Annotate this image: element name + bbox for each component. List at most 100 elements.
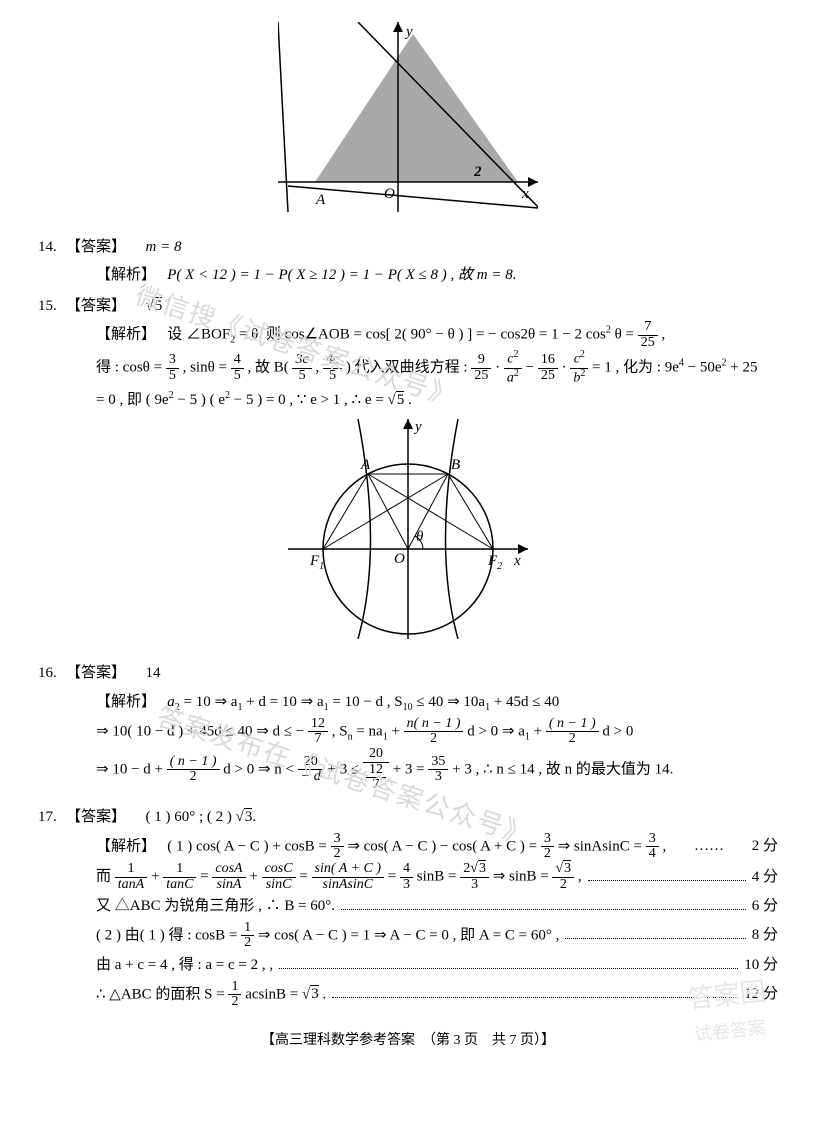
q15-text: − 5 ) = 0 , ∵ e > 1 , ∴ e = [234,392,388,408]
q17-text: 而 [96,869,115,885]
figure2-hyperbola-right [446,419,459,639]
q17-text: ⇒ sinAsinC = [558,838,646,854]
q15-frac1: 725 [638,320,658,350]
q14-answer-row: 14. 【答案】 m = 8 [38,233,778,262]
q17-text: ( 1 ) cos( A − C ) + cosB = [167,838,330,854]
q15-text: − 50e [688,360,722,376]
q15-text: = θ, 则 cos∠AOB = cos[ 2( 90° − θ ) ] = −… [239,327,606,343]
q15-text: 设 ∠BOF [167,327,230,343]
q14-answer-tag: 【答案】 [66,233,126,262]
q16-text: d > 0 ⇒ a [467,723,525,739]
q17-f10: 2√33 [460,862,489,892]
q15-text: − 5 ) ( e [177,392,225,408]
q16-answer-row: 16. 【答案】 14 [38,659,778,688]
figure2-chord [323,474,448,549]
q15-frac6: 925 [471,353,491,383]
q16-text: + d = 10 ⇒ a [246,694,323,710]
q17-l3: 又 △ABC 为锐角三角形 , ∴ B = 60°. 6 分 [96,892,778,921]
q17-answer: ( 1 ) 60° ; ( 2 ) √3. [146,803,257,832]
q16-fracA: 127 [308,717,328,747]
q15-text: , sinθ = [183,360,231,376]
q16-text: + [534,723,546,739]
q16-solution-tag: 【解析】 [96,694,156,710]
q14-solution-text: P( X < 12 ) = 1 − P( X ≥ 12 ) = 1 − P( X… [167,267,516,283]
q15-frac9: c2b2 [570,350,588,386]
q15-answer: √5 [146,292,163,321]
figure2-label-F2: F2 [487,553,502,572]
q17-l1: 【解析】 ( 1 ) cos( A − C ) + cosB = 32 ⇒ co… [96,832,778,862]
figure1-shaded-triangle [315,34,518,182]
q17-f1: 32 [331,832,344,862]
q15-number: 15. [38,292,60,321]
figure1-label-O: O [384,186,395,202]
q17-f12: 12 [241,921,254,951]
q15-frac4: 3c5 [292,353,311,383]
q15-solution-l1: 【解析】 设 ∠BOF2 = θ, 则 cos∠AOB = cos[ 2( 90… [96,320,778,350]
q17-answer-row: 17. 【答案】 ( 1 ) 60° ; ( 2 ) √3. [38,803,778,832]
q15-text: θ = [615,327,638,343]
q16-text: a [167,694,175,710]
q17-sqrt: 3 [310,985,319,1002]
q15-text: − [526,360,538,376]
figure2-label-A: A [360,457,371,473]
q17-text: . [323,986,327,1002]
q17-text: sinB = [417,869,460,885]
q17-f9: 43 [400,862,413,892]
q16-number: 16. [38,659,60,688]
q14-solution-tag: 【解析】 [96,267,156,283]
q16-text: ≤ 40 ⇒ 10a [416,694,485,710]
q17-text: = [299,869,311,885]
figure1-x-arrow [528,177,538,187]
q17-text: ⇒ cos( A − C ) = 1 ⇒ A − C = 0 , 即 A = C… [258,927,560,943]
q15-solution-l2: 得 : cosθ = 35 , sinθ = 45 , 故 B( 3c5 , 4… [96,350,778,386]
q17-score-6: 12 分 [744,980,778,1009]
q16-text: + 3 ≤ [327,761,362,777]
q17-f13: 12 [228,980,241,1010]
q17-text: ⇒ cos( A − C ) − cos( A + C ) = [347,838,541,854]
q16-answer-tag: 【答案】 [66,659,126,688]
q15-solution-tag: 【解析】 [96,327,156,343]
q17-text: = [200,869,212,885]
q16-fracD: ( n − 1 )2 [167,755,220,785]
q17-text: = [388,869,400,885]
q16-l1: 【解析】 a2 = 10 ⇒ a1 + d = 10 ⇒ a1 = 10 − d… [96,688,778,717]
figure1-label-x: x [521,186,529,202]
q15-text: 得 : cosθ = [96,360,166,376]
figure2-label-O: O [394,551,405,567]
q16-text: + 45d ≤ 40 [494,694,559,710]
q16-fracG: 353 [428,755,448,785]
q14-answer: m = 8 [146,233,182,262]
q17-number: 17. [38,803,60,832]
q16-text: = 10 − d , S [332,694,402,710]
q16-fracF: 20 127 [363,747,389,793]
q15-text: . [408,392,412,408]
q17-text: 由 a + c = 4 , 得 : a = c = 2 , , [96,951,273,980]
q15-text: · [562,360,571,376]
figure2-chord [408,474,448,549]
q15-text: , [315,360,323,376]
q17-f11: √32 [552,862,574,892]
q16-text: ⇒ 10( 10 − d ) + 45d ≤ 40 ⇒ d ≤ − [96,723,308,739]
q14-number: 14. [38,233,60,262]
figure2-label-x: x [513,553,521,569]
q17-f7: cosCsinC [262,862,296,892]
q16-text: + [391,723,403,739]
q17-f6: cosAsinA [212,862,245,892]
q17-l2: 而 1tanA + 1tanC = cosAsinA + cosCsinC = … [96,862,778,892]
q17-f8: sin( A + C )sinAsinC [312,862,385,892]
q15-text: = 1 , 化为 : 9e [592,360,679,376]
q17-score-4: 8 分 [752,921,778,950]
figure2-chord [448,474,493,549]
figure-triangle: y x O 2 A [38,22,778,223]
q17-text: + [249,869,261,885]
q15-text: = 0 , 即 ( 9e [96,392,169,408]
q16-fracB: n( n − 1 )2 [404,717,464,747]
q16-text: d > 0 ⇒ n < [223,761,298,777]
q15-sqrt: 5 [396,391,405,408]
figure1-line3 [288,186,538,208]
q17-f3: 34 [646,832,659,862]
q16-text: = 10 ⇒ a [184,694,238,710]
q17-l5: 由 a + c = 4 , 得 : a = c = 2 , , 10 分 [96,951,778,980]
q14-solution: 【解析】 P( X < 12 ) = 1 − P( X ≥ 12 ) = 1 −… [96,261,778,290]
figure2-y-arrow [403,419,413,429]
